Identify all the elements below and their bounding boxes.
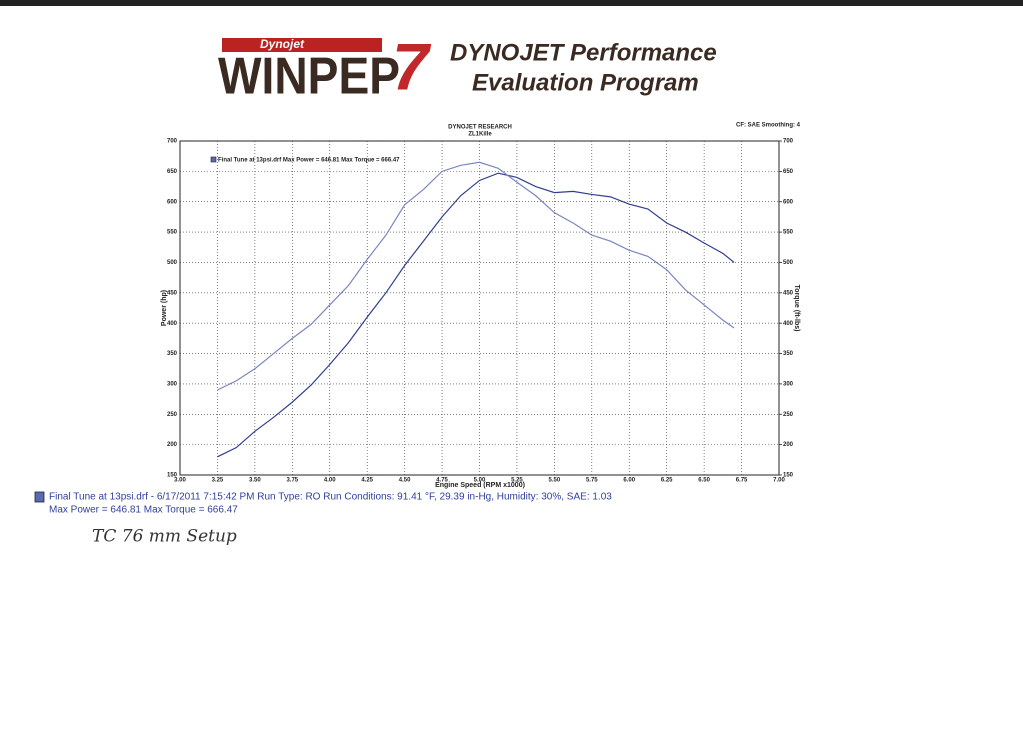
y-tick-label: 200: [167, 442, 178, 448]
chart-subtitle: ZL1Kille: [468, 132, 492, 138]
y2-tick-label: 600: [783, 199, 794, 205]
x-tick-label: 5.00: [474, 478, 486, 484]
y2-axis-label: Torque (ft-lbs): [793, 285, 800, 332]
x-tick-label: 6.50: [698, 478, 710, 484]
x-tick-label: 5.75: [586, 478, 598, 484]
y-tick-label: 300: [167, 381, 178, 387]
x-tick-label: 5.25: [511, 478, 523, 484]
header-line: Evaluation Program: [472, 69, 699, 96]
x-tick-label: 3.25: [212, 478, 224, 484]
y2-tick-label: 350: [783, 351, 794, 357]
chart-title: DYNOJET RESEARCH: [448, 125, 512, 131]
x-tick-label: 4.25: [361, 478, 373, 484]
plot-area: [179, 140, 780, 476]
x-tick-label: 6.25: [661, 478, 673, 484]
y2-tick-label: 650: [783, 169, 794, 175]
y2-tick-label: 200: [783, 442, 794, 448]
y-tick-label: 350: [167, 351, 178, 357]
x-tick-label: 3.50: [249, 478, 261, 484]
data-line: [217, 172, 735, 458]
footer-line: Final Tune at 13psi.drf - 6/17/2011 7:15…: [49, 492, 612, 503]
y-tick-label: 500: [167, 260, 178, 266]
x-tick-label: 4.75: [436, 478, 448, 484]
y-axis-label: Power (hp): [161, 290, 168, 326]
y-tick-label: 150: [167, 473, 178, 479]
legend: Final Tune at 13psi.drf Max Power = 646.…: [218, 158, 400, 164]
footer-swatch: [34, 491, 45, 503]
x-tick-label: 5.50: [549, 478, 561, 484]
x-tick-label: 7.00: [773, 478, 785, 484]
data-line: [217, 161, 735, 391]
header-line: DYNOJET Performance: [450, 39, 717, 66]
x-tick-label: 4.50: [399, 478, 411, 484]
legend-swatch: [210, 156, 217, 163]
x-tick-label: 6.00: [623, 478, 635, 484]
y-tick-label: 550: [167, 230, 178, 236]
y2-tick-label: 550: [783, 230, 794, 236]
x-tick-label: 3.00: [174, 478, 186, 484]
x-tick-label: 4.00: [324, 478, 336, 484]
handwriting: TC 76 mm Setup: [92, 527, 237, 547]
x-tick-label: 3.75: [286, 478, 298, 484]
y2-tick-label: 150: [783, 473, 794, 479]
brand-box: [222, 38, 382, 52]
y-tick-label: 700: [167, 139, 178, 145]
y2-tick-label: 250: [783, 412, 794, 418]
y-tick-label: 600: [167, 199, 178, 205]
y-tick-label: 650: [167, 169, 178, 175]
y2-tick-label: 700: [783, 139, 794, 145]
y2-tick-label: 500: [783, 260, 794, 266]
footer-line: Max Power = 646.81 Max Torque = 666.47: [49, 505, 238, 516]
y2-tick-label: 400: [783, 321, 794, 327]
y-tick-label: 250: [167, 412, 178, 418]
y-tick-label: 400: [167, 321, 178, 327]
version: 7: [392, 29, 432, 103]
x-tick-label: 6.75: [736, 478, 748, 484]
y2-tick-label: 300: [783, 381, 794, 387]
brand: Dynojet: [260, 37, 305, 51]
settings: CF: SAE Smoothing: 4: [736, 123, 801, 129]
scan-edge: [0, 0, 1023, 6]
x-axis-label: Engine Speed (RPM x1000): [435, 482, 525, 489]
y-tick-label: 450: [167, 290, 178, 296]
product: WINPEP: [218, 48, 400, 106]
y2-tick-label: 450: [783, 290, 794, 296]
